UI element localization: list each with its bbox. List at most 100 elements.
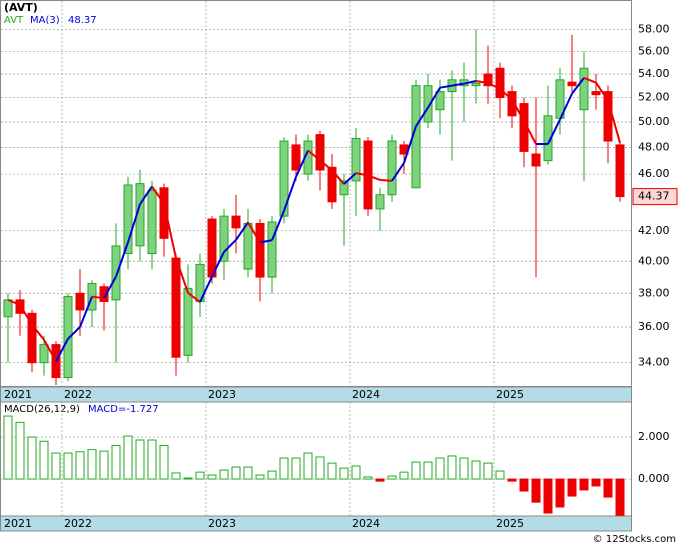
macd-bar	[255, 474, 265, 480]
candle-body	[183, 287, 193, 356]
ma-line	[367, 174, 381, 181]
y-tick-label: 50.00	[638, 115, 670, 128]
macd-bar	[159, 444, 169, 480]
ma-line	[487, 82, 501, 90]
ma-line	[475, 79, 489, 84]
ma-line	[247, 221, 261, 243]
macd-bar	[279, 457, 289, 480]
macd-bar	[303, 452, 313, 480]
macd-bar	[423, 461, 433, 480]
ma-line	[331, 169, 345, 185]
macd-bar	[51, 452, 61, 480]
ma-line	[307, 149, 321, 162]
candle-body	[423, 85, 433, 123]
macd-bar	[123, 435, 133, 480]
x-tick-label: 2022	[64, 517, 92, 530]
ma-line	[127, 203, 141, 243]
y-tick-label: 56.00	[638, 44, 670, 57]
macd-bar	[135, 439, 145, 480]
macd-bar	[15, 421, 25, 480]
candle-body	[327, 166, 337, 203]
macd-bar	[243, 466, 253, 480]
candle-body	[159, 187, 169, 239]
macd-bar	[579, 478, 589, 491]
candle-body	[471, 82, 481, 87]
macd-legend: MACD(26,12,9)	[4, 404, 80, 415]
macd-bar	[147, 439, 157, 480]
candle-body	[615, 144, 625, 198]
ma-line	[187, 291, 201, 303]
candle-body	[339, 180, 349, 196]
candle-body	[279, 140, 289, 217]
ma-line	[163, 203, 177, 259]
ma-line	[511, 99, 525, 122]
ma-line	[391, 162, 405, 182]
candle-body	[291, 144, 301, 171]
macd-bar	[615, 478, 625, 516]
macd-bar	[207, 474, 217, 480]
candle-body	[231, 215, 241, 229]
ma-line	[139, 185, 153, 205]
macd-bar	[327, 462, 337, 480]
ma-line	[343, 172, 357, 185]
y-tick-label: 48.00	[638, 141, 670, 154]
ma-line	[103, 276, 117, 299]
candle-body	[3, 299, 13, 318]
ma-line	[43, 339, 57, 362]
macd-bar	[435, 457, 445, 480]
macd-bar	[483, 462, 493, 480]
ma-line	[91, 295, 105, 300]
candle-body	[375, 194, 385, 210]
macd-value: MACD=-1.727	[88, 404, 159, 415]
macd-bar	[531, 478, 541, 503]
macd-bar	[555, 478, 565, 508]
ma-line	[175, 257, 189, 294]
x-tick-label: 2022	[64, 388, 92, 401]
legend-name: AVT	[4, 15, 24, 26]
x-tick-label: 2023	[208, 388, 236, 401]
macd-bar	[111, 444, 121, 480]
candle-body	[543, 115, 553, 162]
legend-ma-value: 48.37	[68, 15, 97, 26]
candle-body	[483, 73, 493, 87]
ma-line	[295, 150, 309, 178]
x-axis-band	[0, 386, 632, 403]
candle-body	[243, 222, 253, 270]
legend-ma: MA(3)	[30, 15, 60, 26]
ma-line	[55, 338, 69, 362]
x-tick-label: 2021	[4, 388, 32, 401]
ma-line	[115, 242, 129, 277]
macd-bar	[195, 471, 205, 480]
macd-bar	[63, 452, 73, 480]
macd-bar	[411, 461, 421, 480]
macd-bar	[375, 478, 385, 482]
x-tick-label: 2021	[4, 517, 32, 530]
macd-bar	[567, 478, 577, 497]
ma-line	[7, 298, 21, 306]
ma-line	[199, 276, 213, 303]
candle-body	[111, 245, 121, 301]
y-tick-label: 38.00	[638, 286, 670, 299]
last-price-box	[632, 188, 678, 206]
candle-body	[591, 91, 601, 96]
y-tick-label: 58.00	[638, 22, 670, 35]
candle-body	[315, 134, 325, 171]
macd-bar	[363, 476, 373, 480]
ma-line	[523, 120, 537, 145]
macd-bar	[591, 478, 601, 487]
ma-line	[607, 100, 621, 143]
candle-body	[171, 257, 181, 358]
y-tick-label: 0.000	[638, 472, 670, 485]
macd-bar	[75, 451, 85, 480]
candle-body	[531, 153, 541, 167]
macd-bar	[399, 471, 409, 480]
y-tick-label: 2.000	[638, 430, 670, 443]
candle-body	[255, 222, 265, 278]
ma-line	[355, 172, 369, 177]
candle-body	[75, 292, 85, 311]
candle-body	[27, 312, 37, 364]
x-axis-band	[0, 515, 632, 532]
ma-line	[379, 178, 393, 182]
candle-body	[147, 190, 157, 255]
